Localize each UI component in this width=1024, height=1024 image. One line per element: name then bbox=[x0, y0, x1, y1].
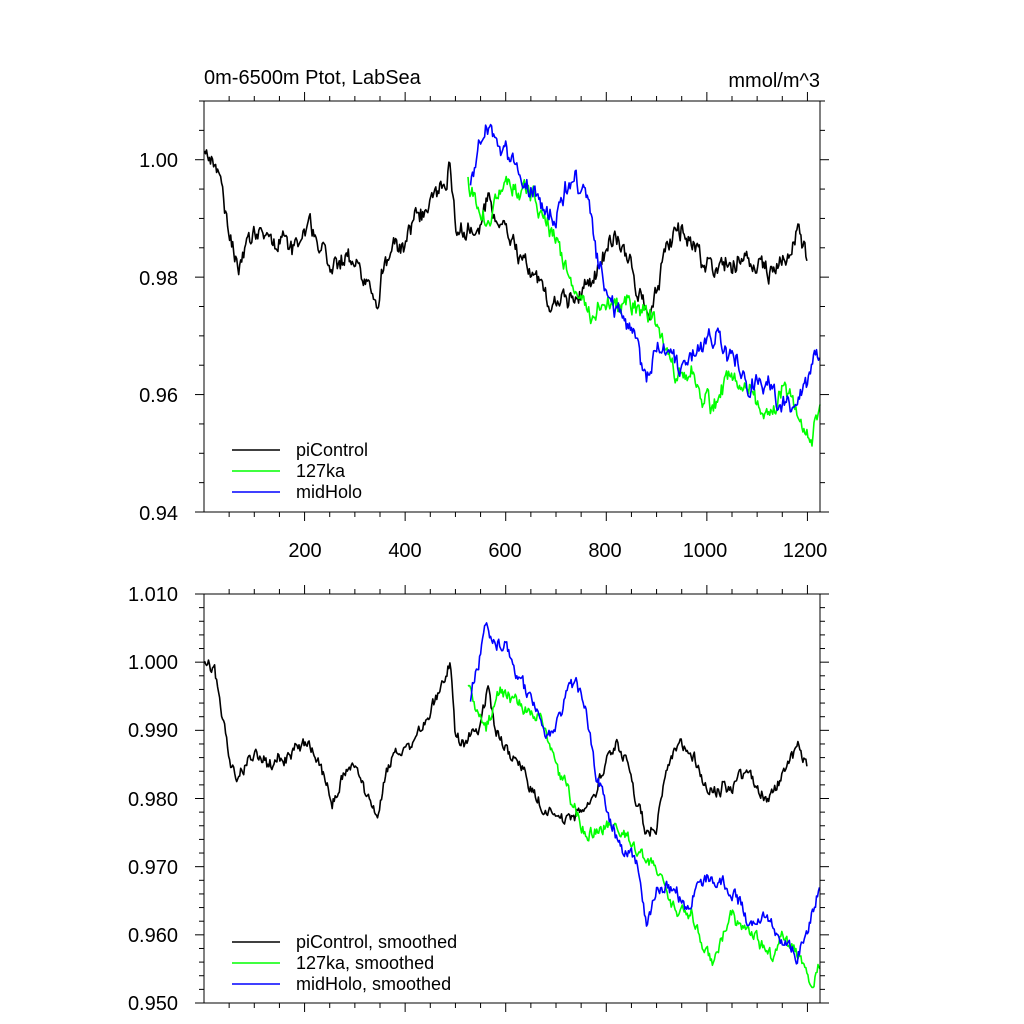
axis-ticks bbox=[195, 585, 829, 1012]
xtick-labels: 200 400 600 800 1000 1200 bbox=[288, 540, 827, 562]
ytick-label: 1.010 bbox=[128, 584, 178, 606]
legend-label-midholo-smoothed: midHolo, smoothed bbox=[296, 974, 451, 994]
ytick-label: 0.950 bbox=[128, 993, 178, 1015]
ytick-label: 0.970 bbox=[128, 857, 178, 879]
ytick-labels: 1.010 1.000 0.990 0.980 0.970 0.960 0.95… bbox=[128, 584, 178, 1015]
series-line-picontrol bbox=[203, 149, 808, 321]
ytick-label: 0.94 bbox=[139, 503, 178, 525]
series-line-picontrol-smoothed bbox=[203, 659, 808, 837]
ytick-label: 1.00 bbox=[139, 150, 178, 172]
ytick-label: 0.960 bbox=[128, 925, 178, 947]
legend-label-midholo: midHolo bbox=[296, 482, 362, 502]
chart-title: 0m-6500m Ptot, LabSea bbox=[204, 67, 422, 89]
panel-smoothed: 1.010 1.000 0.990 0.980 0.970 0.960 0.95… bbox=[128, 584, 829, 1015]
legend: piControl, smoothed 127ka, smoothed midH… bbox=[232, 932, 457, 994]
series-line-midholo bbox=[469, 123, 821, 413]
ytick-label: 0.96 bbox=[139, 385, 178, 407]
xtick-label: 200 bbox=[288, 540, 321, 562]
units-label: mmol/m^3 bbox=[728, 70, 820, 92]
legend-label-127ka: 127ka bbox=[296, 461, 346, 481]
series-group bbox=[203, 622, 821, 989]
plot-frame bbox=[203, 593, 821, 1004]
ytick-label: 1.000 bbox=[128, 652, 178, 674]
series-line-midholo-smoothed bbox=[469, 622, 821, 965]
plot-frame bbox=[203, 100, 821, 513]
legend-label-picontrol-smoothed: piControl, smoothed bbox=[296, 932, 457, 952]
legend-label-picontrol: piControl bbox=[296, 440, 368, 460]
series-group bbox=[203, 123, 821, 447]
ytick-label: 0.98 bbox=[139, 268, 178, 290]
series-line-127ka bbox=[467, 175, 821, 447]
xtick-label: 800 bbox=[588, 540, 621, 562]
xtick-label: 400 bbox=[388, 540, 421, 562]
ytick-label: 0.990 bbox=[128, 720, 178, 742]
panel-raw: 0m-6500m Ptot, LabSea mmol/m^3 1.00 0.98… bbox=[139, 67, 829, 562]
legend: piControl 127ka midHolo bbox=[232, 440, 368, 502]
ytick-labels: 1.00 0.98 0.96 0.94 bbox=[139, 150, 178, 525]
ytick-label: 0.980 bbox=[128, 789, 178, 811]
xtick-label: 600 bbox=[488, 540, 521, 562]
legend-label-127ka-smoothed: 127ka, smoothed bbox=[296, 953, 434, 973]
axis-ticks bbox=[195, 92, 829, 521]
xtick-label: 1200 bbox=[783, 540, 828, 562]
xtick-label: 1000 bbox=[683, 540, 728, 562]
series-line-127ka-smoothed bbox=[467, 684, 821, 989]
